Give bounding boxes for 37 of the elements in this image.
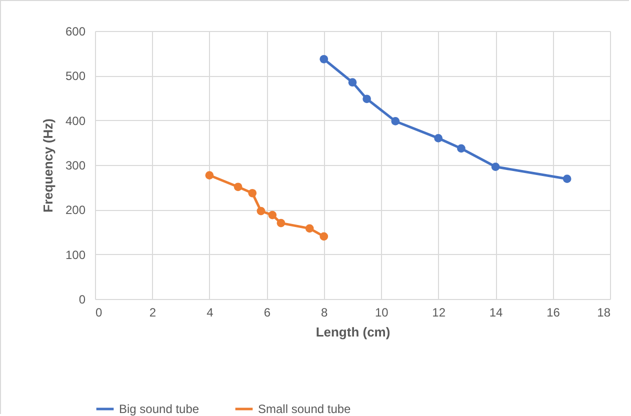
x-tick-label: 16 [546, 306, 560, 320]
point [391, 117, 400, 126]
x-tick-label: 4 [206, 306, 214, 320]
x-tick-label: 6 [264, 306, 271, 320]
point [234, 182, 242, 192]
y-tick-label: 0 [78, 292, 86, 306]
point [457, 144, 466, 153]
point [348, 78, 357, 87]
point [205, 171, 214, 180]
y-tick-label: 300 [65, 158, 86, 172]
point [562, 174, 572, 184]
point [320, 54, 328, 64]
y-tick-label: 600 [65, 24, 86, 38]
y-tick-label: 200 [65, 203, 86, 218]
y-tick-label: 500 [65, 69, 86, 84]
point [256, 206, 266, 216]
point [434, 134, 443, 142]
point [305, 224, 314, 233]
point [276, 218, 286, 228]
x-axis-title: Length (cm) [316, 324, 390, 340]
point [320, 232, 328, 241]
point [491, 162, 500, 171]
x-tick-label: 18 [597, 306, 611, 320]
y-tick-label: 100 [65, 248, 86, 262]
legend-label: Big sound tube [119, 402, 200, 416]
x-tick-label: 8 [321, 306, 328, 320]
x-tick-label: 12 [432, 306, 446, 320]
y-tick-label: 400 [65, 114, 86, 128]
x-tick-label: 14 [489, 306, 504, 320]
legend-label: Small sound tube [258, 402, 352, 416]
y-axis-title: Frequency (Hz) [40, 118, 56, 212]
x-tick-label: 2 [149, 306, 156, 320]
point [268, 210, 277, 220]
point [248, 188, 257, 198]
x-tick-label: 0 [96, 306, 102, 320]
x-tick-label: 10 [374, 306, 389, 320]
point [362, 94, 371, 104]
